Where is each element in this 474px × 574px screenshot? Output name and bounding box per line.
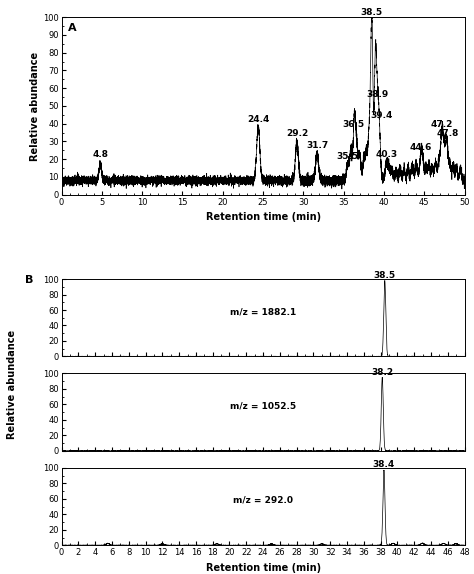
- Text: m/z = 292.0: m/z = 292.0: [233, 496, 293, 505]
- Text: m/z = 1882.1: m/z = 1882.1: [230, 307, 296, 316]
- Text: A: A: [68, 22, 76, 33]
- Text: m/z = 1052.5: m/z = 1052.5: [230, 401, 296, 410]
- Text: 31.7: 31.7: [306, 141, 328, 150]
- Text: 40.3: 40.3: [375, 150, 397, 159]
- Text: 44.6: 44.6: [410, 143, 432, 152]
- Text: 38.2: 38.2: [371, 367, 393, 377]
- Text: 35.5: 35.5: [337, 152, 359, 161]
- Text: 47.2: 47.2: [431, 120, 453, 129]
- Text: 4.8: 4.8: [92, 150, 108, 159]
- Text: B: B: [26, 275, 34, 285]
- X-axis label: Retention time (min): Retention time (min): [206, 212, 320, 222]
- Text: Relative abundance: Relative abundance: [7, 330, 17, 439]
- Text: 36.5: 36.5: [342, 120, 365, 129]
- Text: 38.5: 38.5: [361, 8, 383, 17]
- Text: 39.4: 39.4: [370, 111, 393, 120]
- Text: 29.2: 29.2: [286, 129, 308, 138]
- X-axis label: Retention time (min): Retention time (min): [206, 563, 320, 573]
- Text: 38.5: 38.5: [374, 271, 396, 280]
- Text: 24.4: 24.4: [247, 115, 269, 124]
- Y-axis label: Relative abundance: Relative abundance: [30, 52, 40, 161]
- Text: 38.9: 38.9: [366, 90, 389, 99]
- Text: 47.8: 47.8: [437, 129, 459, 138]
- Text: 38.4: 38.4: [373, 460, 395, 470]
